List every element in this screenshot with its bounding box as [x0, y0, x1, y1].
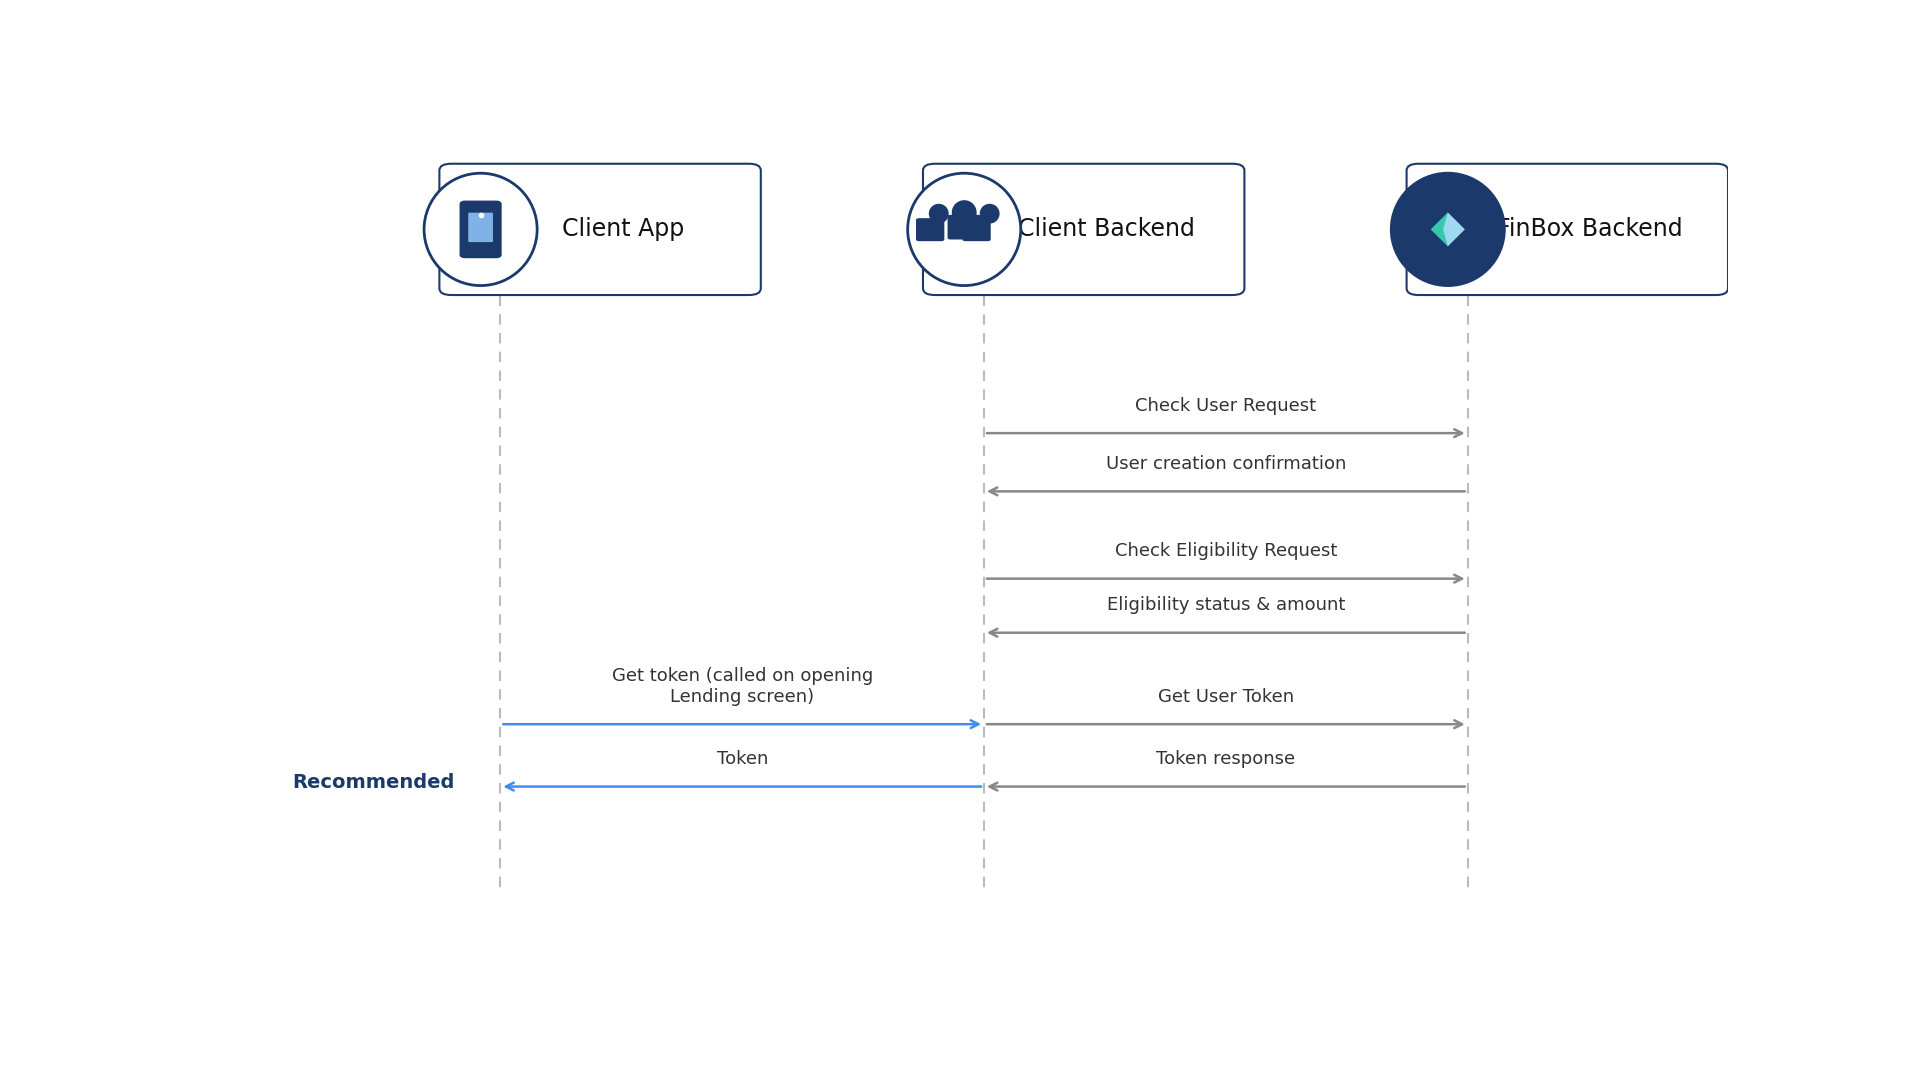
Text: Get token (called on opening
Lending screen): Get token (called on opening Lending scr…: [612, 667, 874, 706]
Text: Check User Request: Check User Request: [1135, 396, 1317, 415]
Polygon shape: [1430, 213, 1452, 246]
Text: Token: Token: [716, 751, 768, 768]
Ellipse shape: [908, 173, 1021, 285]
Text: FinBox Backend: FinBox Backend: [1498, 217, 1682, 242]
FancyBboxPatch shape: [948, 215, 981, 240]
Text: Get User Token: Get User Token: [1158, 688, 1294, 706]
Ellipse shape: [929, 204, 948, 224]
Text: Recommended: Recommended: [292, 773, 455, 792]
Ellipse shape: [424, 173, 538, 285]
Text: User creation confirmation: User creation confirmation: [1106, 455, 1346, 473]
Ellipse shape: [952, 200, 977, 225]
FancyBboxPatch shape: [916, 218, 945, 241]
Text: Check Eligibility Request: Check Eligibility Request: [1116, 542, 1336, 561]
FancyBboxPatch shape: [461, 202, 501, 257]
Text: Client App: Client App: [561, 217, 684, 242]
Text: Eligibility status & amount: Eligibility status & amount: [1106, 596, 1346, 615]
FancyBboxPatch shape: [440, 164, 760, 295]
FancyBboxPatch shape: [468, 213, 493, 242]
Polygon shape: [1444, 213, 1465, 246]
Ellipse shape: [1392, 173, 1505, 285]
Ellipse shape: [979, 204, 1000, 224]
FancyBboxPatch shape: [962, 218, 991, 241]
Text: Client Backend: Client Backend: [1018, 217, 1194, 242]
FancyBboxPatch shape: [924, 164, 1244, 295]
FancyBboxPatch shape: [1407, 164, 1728, 295]
Text: Token response: Token response: [1156, 751, 1296, 768]
